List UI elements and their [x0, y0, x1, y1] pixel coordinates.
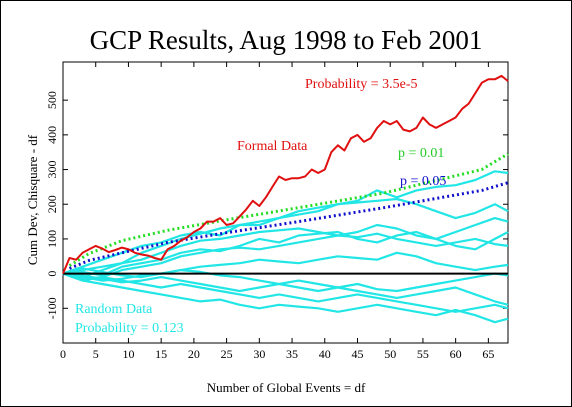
random-probability-label: Probability = 0.123 — [75, 321, 184, 336]
y-tick-label: 500 — [45, 91, 59, 109]
x-tick-label: 0 — [60, 347, 66, 361]
x-tick-label: 65 — [482, 347, 494, 361]
y-tick-label: -100 — [45, 297, 59, 319]
x-tick-label: 45 — [351, 347, 363, 361]
series-layer — [62, 74, 509, 324]
x-tick-label: 15 — [155, 347, 167, 361]
x-tick-label: 40 — [319, 347, 331, 361]
random-series-line-3 — [62, 217, 509, 279]
x-tick-label: 50 — [384, 347, 396, 361]
formal-probability-label: Probability = 3.5e-5 — [305, 77, 418, 92]
random-series-line-4 — [62, 230, 509, 277]
y-tick-label: 300 — [45, 161, 59, 179]
random-series-line-8 — [62, 272, 509, 306]
formal-data-label: Formal Data — [237, 139, 308, 154]
y-tick-label: 200 — [45, 195, 59, 213]
x-tick-label: 35 — [286, 347, 298, 361]
random-series-line-9 — [62, 272, 509, 313]
p001-label: p = 0.01 — [398, 146, 444, 161]
p005-series-line — [68, 181, 509, 270]
y-tick-label: 100 — [45, 230, 59, 248]
random-series-line-1 — [62, 170, 509, 275]
y-axis: -100 0 100 200 300 400 500 — [45, 91, 508, 319]
y-tick-label: 400 — [45, 126, 59, 144]
random-series-line-7 — [62, 269, 509, 293]
p005-label: p = 0.05 — [400, 174, 446, 189]
y-tick-label: 0 — [45, 271, 59, 277]
x-tick-label: 55 — [417, 347, 429, 361]
x-tick-label: 5 — [93, 347, 99, 361]
y-axis-label: Cum Dev, Chisquare - df — [25, 134, 40, 265]
random-series-line-10 — [62, 272, 509, 324]
x-axis: 0 5 10 15 20 25 30 35 40 45 50 55 60 65 — [60, 62, 494, 361]
x-tick-label: 60 — [450, 347, 462, 361]
p001-series-line — [68, 152, 509, 267]
x-tick-label: 30 — [253, 347, 265, 361]
chart-title: GCP Results, Aug 1998 to Feb 2001 — [90, 25, 483, 55]
random-data-label: Random Data — [75, 302, 153, 317]
x-tick-label: 25 — [221, 347, 233, 361]
random-series-line-5 — [62, 232, 509, 282]
x-tick-label: 20 — [188, 347, 200, 361]
formal-series-line — [62, 74, 509, 274]
plot-area — [62, 61, 509, 344]
x-tick-label: 10 — [122, 347, 134, 361]
x-axis-label: Number of Global Events = df — [207, 380, 366, 395]
